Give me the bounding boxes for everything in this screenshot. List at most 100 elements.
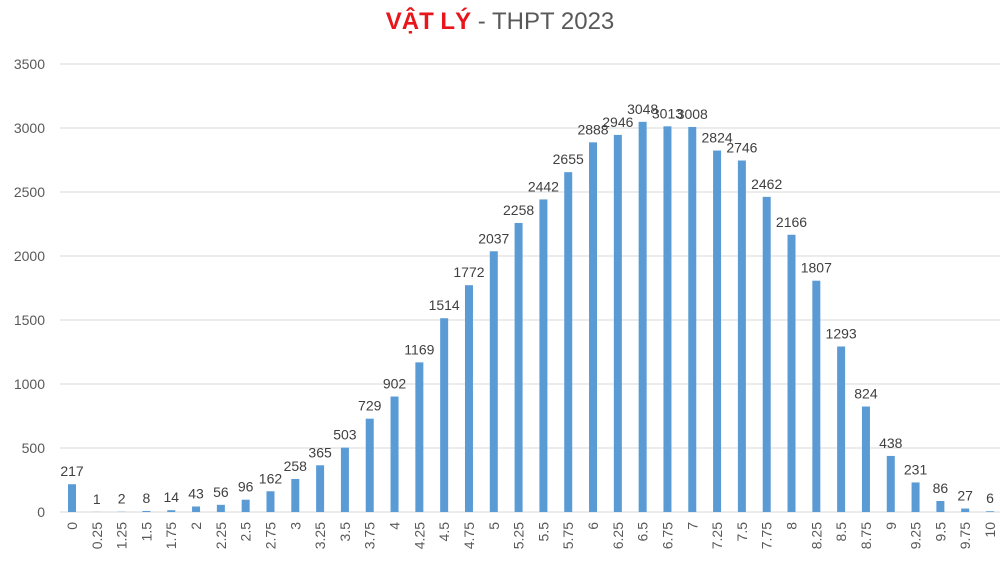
data-label: 1807	[801, 260, 832, 276]
x-tick-label: 3.25	[312, 522, 328, 549]
bar	[291, 478, 300, 512]
x-tick-label: 3.5	[337, 522, 353, 542]
bar	[167, 510, 176, 512]
bar	[415, 362, 424, 512]
y-tick-label: 3000	[14, 120, 45, 136]
data-label: 258	[284, 458, 308, 474]
bar	[514, 222, 523, 512]
x-tick-label: 5.5	[535, 522, 551, 542]
bar	[390, 396, 399, 512]
bar	[787, 234, 796, 512]
bar	[539, 199, 548, 512]
data-label: 1	[93, 491, 101, 507]
data-label: 2746	[726, 140, 757, 156]
x-tick-label: 2.5	[238, 522, 254, 542]
data-label: 217	[60, 463, 84, 479]
data-label: 27	[957, 488, 973, 504]
data-label: 2258	[503, 202, 534, 218]
x-tick-label: 9.25	[908, 522, 924, 549]
bar	[812, 280, 821, 512]
x-tick-label: 7.25	[709, 522, 725, 549]
y-tick-label: 3500	[14, 56, 45, 72]
x-tick-label: 8	[784, 522, 800, 530]
data-label: 8	[143, 490, 151, 506]
x-tick-label: 2	[188, 522, 204, 530]
x-tick-label: 5.75	[560, 522, 576, 549]
data-label: 2824	[702, 130, 733, 146]
data-label: 2166	[776, 214, 807, 230]
x-tick-label: 4	[387, 522, 403, 530]
data-label: 14	[163, 489, 179, 505]
data-label: 2655	[553, 151, 584, 167]
data-label: 1772	[453, 264, 484, 280]
data-label: 902	[383, 376, 407, 392]
bar	[638, 121, 647, 512]
bar	[589, 142, 598, 512]
x-tick-label: 3	[287, 522, 303, 530]
x-tick-label: 6.75	[659, 522, 675, 549]
x-tick-label: 6.5	[635, 522, 651, 542]
bar	[861, 406, 870, 512]
bar	[663, 126, 672, 512]
data-label: 2946	[602, 114, 633, 130]
bar	[564, 172, 573, 512]
bar	[365, 418, 374, 512]
data-label: 365	[308, 444, 332, 460]
y-tick-label: 2500	[14, 184, 45, 200]
bar	[837, 346, 846, 512]
x-tick-label: 7.75	[759, 522, 775, 549]
y-tick-label: 500	[22, 440, 46, 456]
x-tick-label: 1.5	[138, 522, 154, 542]
x-tick-label: 4.75	[461, 522, 477, 549]
x-tick-label: 3.75	[362, 522, 378, 549]
data-label: 2442	[528, 178, 559, 194]
data-label: 729	[358, 398, 382, 414]
bar	[216, 504, 225, 512]
bar	[192, 506, 201, 512]
x-tick-label: 9	[883, 522, 899, 530]
x-tick-label: 2.75	[262, 522, 278, 549]
data-label: 2	[118, 491, 126, 507]
x-tick-label: 6.25	[610, 522, 626, 549]
y-tick-label: 1000	[14, 376, 45, 392]
bar	[713, 150, 722, 512]
x-tick-label: 8.75	[858, 522, 874, 549]
data-label: 503	[333, 427, 357, 443]
bar	[613, 134, 622, 513]
x-tick-label: 1.75	[163, 522, 179, 549]
x-tick-label: 2.25	[213, 522, 229, 549]
bar	[241, 499, 250, 512]
x-tick-label: 4.25	[411, 522, 427, 549]
x-tick-label: 4.5	[436, 522, 452, 542]
data-label: 162	[259, 470, 283, 486]
x-tick-label: 0	[64, 522, 80, 530]
data-label: 231	[904, 461, 928, 477]
x-tick-label: 9.5	[932, 522, 948, 542]
bar	[762, 196, 771, 512]
bar	[886, 455, 895, 512]
bar	[737, 160, 746, 512]
bar	[440, 318, 449, 512]
x-tick-label: 8.5	[833, 522, 849, 542]
x-tick-label: 5	[486, 522, 502, 530]
data-label: 3048	[627, 101, 658, 117]
bar	[489, 251, 498, 512]
chart-title-subject: VẬT LÝ	[385, 8, 472, 35]
data-label: 3013	[652, 105, 683, 121]
bar	[266, 491, 275, 512]
bar	[464, 285, 473, 512]
x-tick-label: 9.75	[957, 522, 973, 549]
bar	[961, 508, 970, 512]
data-label: 86	[933, 480, 949, 496]
y-tick-label: 2000	[14, 248, 45, 264]
data-label: 1169	[404, 341, 434, 357]
x-tick-label: 8.25	[808, 522, 824, 549]
bar	[316, 465, 325, 512]
x-tick-label: 10	[982, 522, 998, 538]
data-label: 824	[854, 386, 878, 402]
data-label: 2462	[751, 176, 782, 192]
data-label: 2888	[577, 121, 608, 137]
bar	[340, 447, 349, 512]
data-label: 1293	[826, 325, 857, 341]
bar	[986, 511, 994, 512]
